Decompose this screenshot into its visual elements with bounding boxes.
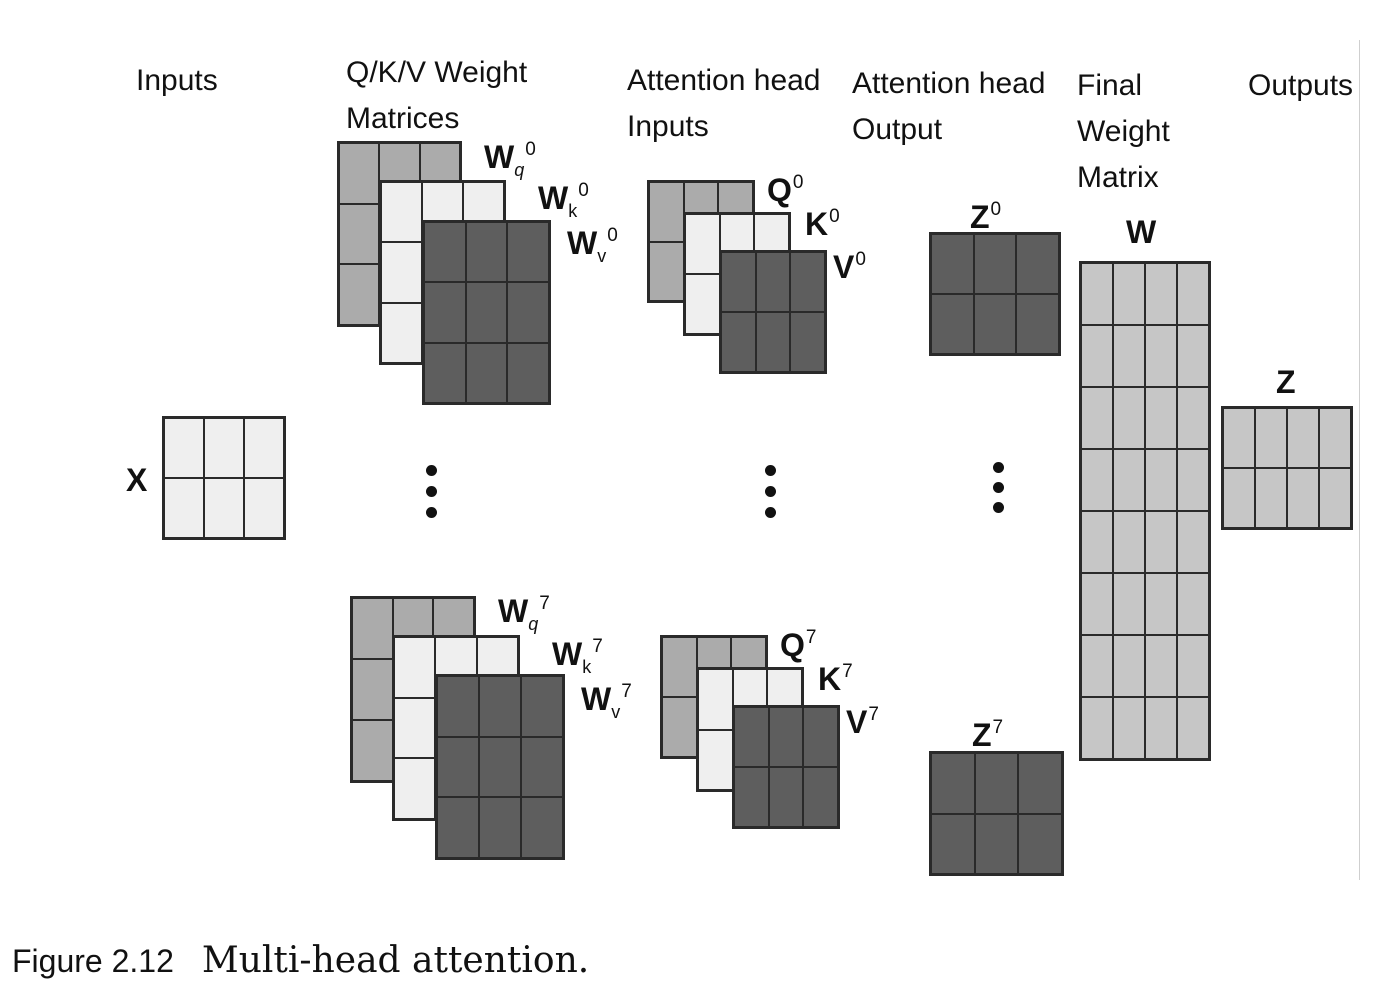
wq-7-label: Wq7 bbox=[498, 593, 550, 634]
w-final-label: W bbox=[1126, 214, 1157, 250]
k-0-label: K0 bbox=[805, 206, 840, 242]
wq-0-label: Wq0 bbox=[484, 139, 536, 180]
final-weight-matrix-w bbox=[1079, 261, 1211, 761]
z-0-label: Z0 bbox=[970, 199, 1002, 235]
q-0-label: Q0 bbox=[767, 172, 804, 208]
wk-7-label: Wk7 bbox=[552, 636, 603, 677]
weight-matrix-wv-0 bbox=[422, 220, 551, 405]
wv-7-label: Wv7 bbox=[581, 681, 632, 722]
header-final-weight-matrix: Final Weight Matrix bbox=[1077, 69, 1170, 194]
z-7-label: Z7 bbox=[972, 717, 1004, 753]
q-7-label: Q7 bbox=[780, 627, 817, 663]
header-inputs: Inputs bbox=[136, 64, 218, 97]
input-matrix-x bbox=[162, 416, 286, 540]
figure-caption: Figure 2.12 Multi-head attention. bbox=[12, 940, 589, 981]
k-7-label: K7 bbox=[818, 661, 853, 697]
output-matrix-z bbox=[1221, 406, 1353, 530]
matrix-v-7 bbox=[732, 705, 840, 829]
v-7-label: V7 bbox=[846, 704, 879, 740]
wv-0-label: Wv0 bbox=[567, 225, 618, 266]
caption-number: Figure 2.12 bbox=[12, 943, 174, 979]
header-attention-head-inputs: Attention head Inputs bbox=[627, 64, 821, 143]
header-outputs: Outputs bbox=[1248, 69, 1354, 102]
z-output-label: Z bbox=[1276, 364, 1296, 400]
x-label: X bbox=[126, 462, 148, 498]
header-qkv-weight-matrices: Q/K/V Weight Matrices bbox=[346, 56, 528, 135]
matrix-v-0 bbox=[719, 250, 827, 374]
header-attention-head-output: Attention head Output bbox=[852, 67, 1046, 146]
v-0-label: V0 bbox=[833, 249, 866, 285]
weight-matrix-wv-7 bbox=[435, 674, 565, 860]
output-matrix-z-7 bbox=[929, 751, 1064, 876]
output-matrix-z-0 bbox=[929, 232, 1061, 356]
figure-border bbox=[1359, 40, 1360, 880]
caption-text: Multi-head attention. bbox=[201, 940, 590, 981]
wk-0-label: Wk0 bbox=[538, 180, 589, 221]
